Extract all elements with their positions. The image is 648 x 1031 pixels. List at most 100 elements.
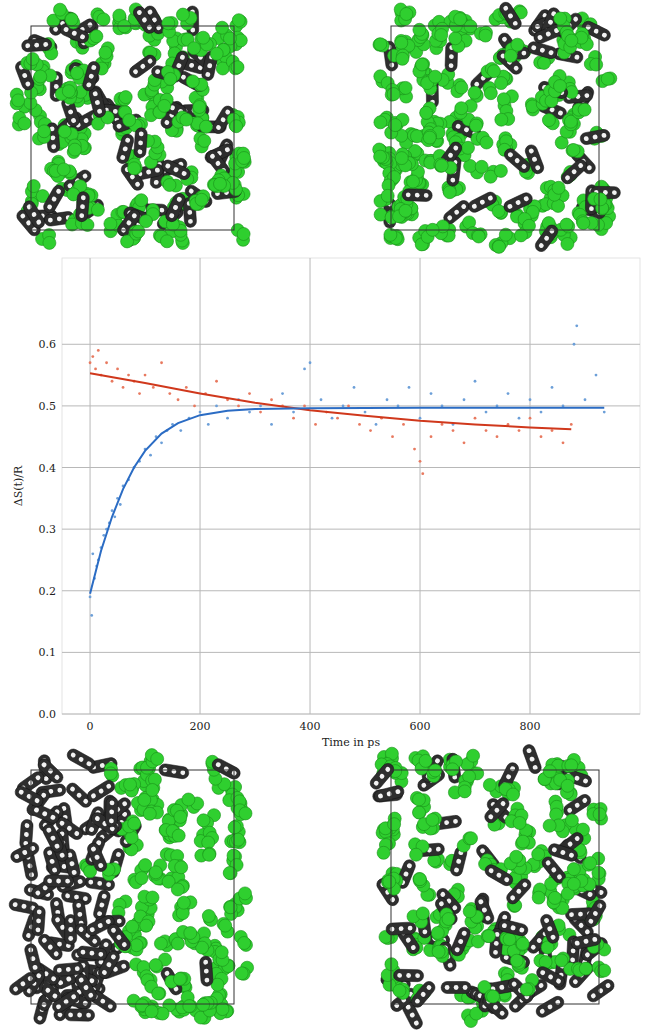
- molecule-atom: [470, 119, 483, 132]
- molecule-atom: [387, 88, 400, 101]
- molecule-green: [420, 102, 436, 120]
- molecule-body: [119, 161, 146, 192]
- molecule-atom: [215, 124, 222, 131]
- molecule-atom: [27, 180, 40, 193]
- molecule-atom: [479, 199, 485, 205]
- molecule-atom: [578, 103, 591, 116]
- molecule-green: [489, 239, 505, 254]
- molecule-atom: [455, 102, 468, 115]
- molecule-atom: [79, 34, 85, 40]
- molecule-body: [164, 191, 188, 223]
- molecule-atom: [493, 240, 506, 253]
- molecule-body: [524, 143, 546, 175]
- molecule-atom: [153, 180, 159, 186]
- molecule-atom: [122, 146, 128, 152]
- molecule-atom: [198, 134, 211, 147]
- molecule-green: [225, 832, 246, 848]
- molecule-atom: [455, 81, 468, 94]
- molecule-atom: [515, 229, 528, 242]
- molecule-atom: [452, 145, 459, 152]
- molecule-atom: [507, 13, 514, 20]
- snapshot: [10, 3, 251, 250]
- molecule-atom: [119, 91, 132, 104]
- molecule-atom: [86, 761, 93, 768]
- molecule-atom: [54, 3, 67, 16]
- molecule-atom: [81, 195, 86, 200]
- molecule-atom: [57, 216, 62, 221]
- molecule-green: [576, 215, 598, 230]
- molecule-atom: [202, 910, 215, 923]
- molecule-atom: [155, 69, 161, 75]
- molecule-body: [131, 4, 158, 36]
- molecule-atom: [99, 902, 105, 908]
- molecule-atom: [24, 832, 29, 837]
- molecule-green: [236, 147, 251, 168]
- molecule-dark: [559, 157, 589, 186]
- molecule-atom: [169, 212, 175, 218]
- molecule-atom: [216, 21, 229, 34]
- molecule-atom: [374, 116, 387, 129]
- molecule-atom: [53, 951, 60, 958]
- molecule-atom: [523, 196, 529, 202]
- molecule-atom: [138, 140, 143, 145]
- molecule-atom: [513, 65, 520, 72]
- molecule-green: [12, 111, 31, 131]
- molecule-atom: [65, 13, 78, 26]
- molecule-atom: [480, 136, 493, 149]
- molecule-atom: [162, 17, 175, 30]
- molecule-green: [65, 12, 80, 29]
- molecule-atom: [71, 67, 84, 80]
- molecule-green: [21, 53, 39, 71]
- molecule-atom: [57, 787, 62, 792]
- molecule-atom: [416, 58, 429, 71]
- molecule-green: [67, 180, 87, 201]
- molecule-atom: [381, 189, 394, 202]
- molecule-atom: [158, 99, 171, 112]
- molecule-green: [504, 38, 524, 62]
- molecule-green: [139, 204, 159, 228]
- molecule-atom: [374, 150, 387, 163]
- molecule-atom: [424, 193, 429, 198]
- molecule-atom: [71, 30, 77, 36]
- molecule-dark: [466, 190, 498, 214]
- molecule-atom: [62, 85, 75, 98]
- snapshot-bg: [15, 8, 250, 248]
- molecule-atom: [80, 204, 85, 209]
- molecule-green: [421, 70, 442, 89]
- molecule-atom: [521, 163, 528, 170]
- molecule-atom: [449, 63, 454, 68]
- molecule-atom: [136, 9, 143, 16]
- molecule-atom: [134, 181, 141, 188]
- molecule-atom: [43, 236, 56, 249]
- molecule-dark: [88, 86, 107, 118]
- molecule-atom: [24, 823, 29, 828]
- molecule-atom: [531, 45, 537, 51]
- molecule-green: [210, 43, 230, 60]
- molecule-green: [471, 131, 493, 149]
- molecule-atom: [68, 109, 74, 115]
- molecule-atom: [116, 123, 122, 129]
- molecule-dark: [75, 191, 90, 222]
- molecule-atom: [564, 174, 571, 181]
- molecule-body: [36, 932, 65, 963]
- molecule-atom: [125, 137, 131, 143]
- molecule-atom: [135, 194, 148, 207]
- molecule-green: [202, 910, 217, 927]
- molecule-atom: [601, 72, 614, 85]
- molecule-atom: [70, 117, 76, 123]
- molecule-dark: [41, 183, 66, 215]
- molecule-green: [572, 103, 591, 119]
- molecule-atom: [79, 213, 84, 218]
- molecule-atom: [26, 204, 33, 211]
- molecule-atom: [566, 144, 579, 157]
- molecule-atom: [41, 937, 48, 944]
- molecule-atom: [535, 165, 541, 171]
- molecule-dark: [579, 128, 611, 145]
- molecule-green: [399, 6, 416, 26]
- molecule-atom: [557, 110, 563, 116]
- molecule-atom: [97, 108, 103, 114]
- molecule-atom: [537, 34, 543, 40]
- molecule-atom: [161, 235, 174, 248]
- box-outline: [31, 26, 234, 230]
- molecule-atom: [99, 46, 112, 59]
